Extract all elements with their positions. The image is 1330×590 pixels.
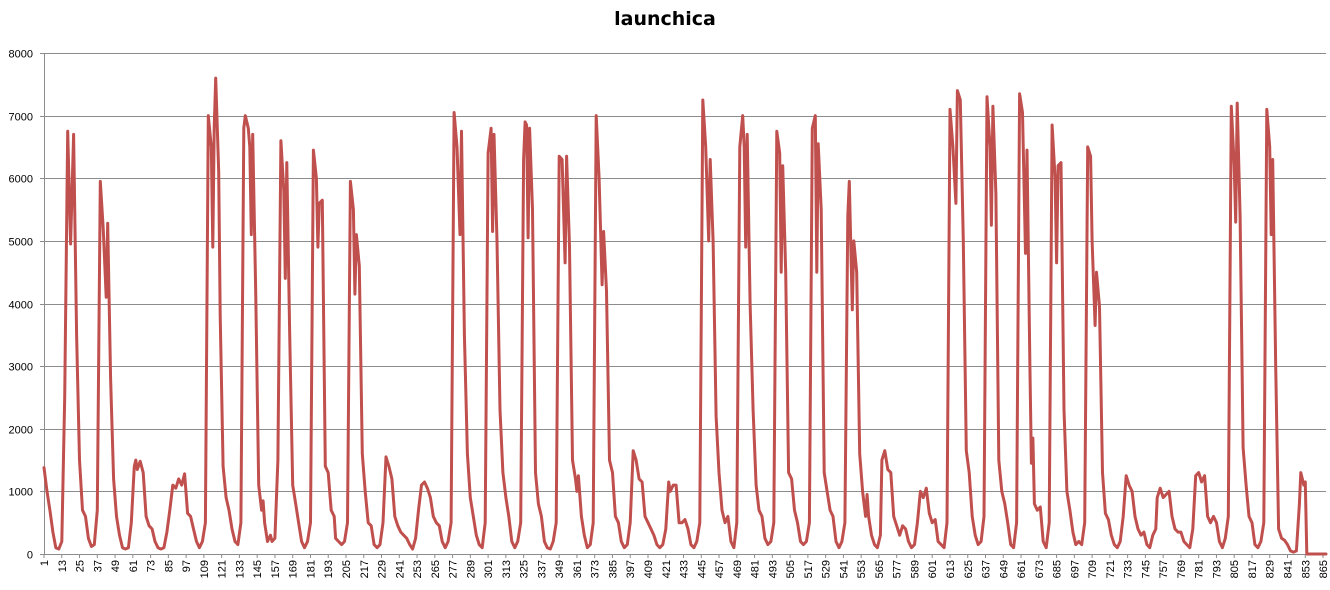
x-tick-label: 73 xyxy=(146,560,158,572)
x-tick-label: 49 xyxy=(110,560,122,572)
x-tick-label: 325 xyxy=(519,560,531,578)
x-tick-label: 721 xyxy=(1105,560,1117,578)
x-tick-label: 397 xyxy=(625,560,637,578)
x-tick-label: 493 xyxy=(767,560,779,578)
y-tick-label: 6000 xyxy=(9,174,33,186)
x-tick-label: 217 xyxy=(359,560,371,578)
chart-title: launchica xyxy=(614,8,716,30)
x-tick-label: 517 xyxy=(803,560,815,578)
x-tick-label: 661 xyxy=(1016,560,1028,578)
x-tick-label: 577 xyxy=(892,560,904,578)
x-tick-label: 841 xyxy=(1283,560,1295,578)
x-tick-label: 121 xyxy=(217,560,229,578)
x-tick-label: 313 xyxy=(501,560,513,578)
x-tick-label: 157 xyxy=(270,560,282,578)
axes xyxy=(40,53,1326,558)
x-tick-label: 337 xyxy=(536,560,548,578)
x-tick-label: 169 xyxy=(288,560,300,578)
x-tick-label: 433 xyxy=(679,560,691,578)
x-tick-label: 445 xyxy=(696,560,708,578)
x-tick-label: 637 xyxy=(981,560,993,578)
x-tick-label: 301 xyxy=(483,560,495,578)
x-tick-label: 817 xyxy=(1247,560,1259,578)
x-tick-label: 625 xyxy=(963,560,975,578)
x-tick-label: 469 xyxy=(732,560,744,578)
y-tick-label: 5000 xyxy=(9,237,33,249)
x-tick-label: 289 xyxy=(465,560,477,578)
y-tick-label: 0 xyxy=(27,550,33,562)
x-tick-label: 13 xyxy=(57,560,69,572)
x-tick-label: 673 xyxy=(1034,560,1046,578)
x-tick-label: 85 xyxy=(163,560,175,572)
x-tick-label: 277 xyxy=(448,560,460,578)
x-tick-label: 805 xyxy=(1229,560,1241,578)
series-line-1 xyxy=(42,76,1328,556)
x-tick-label: 697 xyxy=(1069,560,1081,578)
x-tick-label: 457 xyxy=(714,560,726,578)
x-tick-label: 685 xyxy=(1052,560,1064,578)
x-tick-label: 145 xyxy=(252,560,264,578)
x-tick-label: 181 xyxy=(305,560,317,578)
x-tick-label: 97 xyxy=(181,560,193,572)
x-tick-label: 613 xyxy=(945,560,957,578)
x-tick-label: 709 xyxy=(1087,560,1099,578)
gridlines xyxy=(44,53,1326,555)
x-tick-label: 253 xyxy=(412,560,424,578)
x-tick-label: 133 xyxy=(234,560,246,578)
x-tick-label: 553 xyxy=(856,560,868,578)
y-tick-label: 7000 xyxy=(9,112,33,124)
x-tick-label: 793 xyxy=(1211,560,1223,578)
x-tick-label: 829 xyxy=(1265,560,1277,578)
y-tick-label: 3000 xyxy=(9,362,33,374)
x-tick-label: 241 xyxy=(394,560,406,578)
x-tick-label: 745 xyxy=(1140,560,1152,578)
x-tick-label: 481 xyxy=(750,560,762,578)
x-tick-label: 769 xyxy=(1176,560,1188,578)
y-axis-tick-labels: 0 1000 2000 3000 4000 5000 6000 7000 8000 xyxy=(9,49,33,562)
y-tick-label: 4000 xyxy=(9,300,33,312)
x-tick-label: 409 xyxy=(643,560,655,578)
x-tick-label: 421 xyxy=(661,560,673,578)
x-tick-label: 853 xyxy=(1300,560,1312,578)
x-tick-label: 505 xyxy=(785,560,797,578)
x-tick-label: 109 xyxy=(199,560,211,578)
x-tick-label: 757 xyxy=(1158,560,1170,578)
x-tick-label: 205 xyxy=(341,560,353,578)
x-tick-label: 37 xyxy=(92,560,104,572)
x-tick-label: 865 xyxy=(1318,560,1330,578)
x-tick-label: 229 xyxy=(377,560,389,578)
x-tick-label: 373 xyxy=(590,560,602,578)
x-tick-label: 541 xyxy=(838,560,850,578)
x-tick-label: 385 xyxy=(607,560,619,578)
x-tick-label: 1 xyxy=(39,560,51,566)
x-tick-label: 733 xyxy=(1123,560,1135,578)
x-tick-label: 61 xyxy=(128,560,140,572)
x-tick-label: 589 xyxy=(909,560,921,578)
y-tick-label: 2000 xyxy=(9,425,33,437)
x-tick-label: 649 xyxy=(998,560,1010,578)
x-tick-label: 25 xyxy=(75,560,87,572)
x-tick-label: 529 xyxy=(821,560,833,578)
x-tick-label: 349 xyxy=(554,560,566,578)
x-tick-label: 193 xyxy=(323,560,335,578)
series xyxy=(42,76,1328,556)
y-tick-label: 8000 xyxy=(9,49,33,61)
x-tick-label: 361 xyxy=(572,560,584,578)
x-axis-tick-labels: 1 13 25 37 49 61 73 85 97 109 121 133 145 157 169 181 19… xyxy=(39,560,1330,578)
y-tick-label: 1000 xyxy=(9,487,33,499)
x-tick-label: 265 xyxy=(430,560,442,578)
x-tick-label: 601 xyxy=(927,560,939,578)
x-tick-label: 565 xyxy=(874,560,886,578)
x-tick-label: 781 xyxy=(1194,560,1206,578)
